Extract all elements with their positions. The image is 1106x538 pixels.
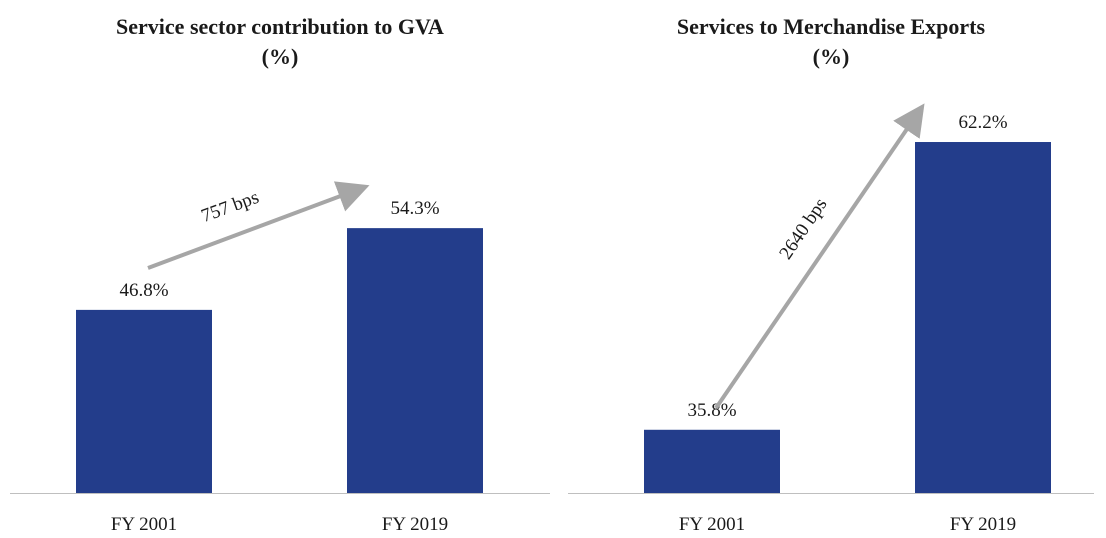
bar [347,228,483,493]
value-label: 46.8% [119,280,168,301]
bar [644,429,780,493]
bar [915,142,1051,493]
value-label: 62.2% [958,112,1007,133]
chart-title: Service sector contribution to GVA [116,14,444,39]
arrow [714,103,925,410]
arrow [147,181,370,270]
bar [76,309,212,493]
x-tick-label: FY 2001 [111,514,177,535]
x-tick-label: FY 2019 [950,514,1016,535]
chart-title: (%) [813,44,850,69]
chart-title: (%) [262,44,299,69]
value-label: 54.3% [390,198,439,219]
x-tick-label: FY 2019 [382,514,448,535]
value-label: 35.8% [687,400,736,421]
chart-title: Services to Merchandise Exports [677,14,986,39]
annotation: 757 bps [198,187,261,227]
x-tick-label: FY 2001 [679,514,745,535]
